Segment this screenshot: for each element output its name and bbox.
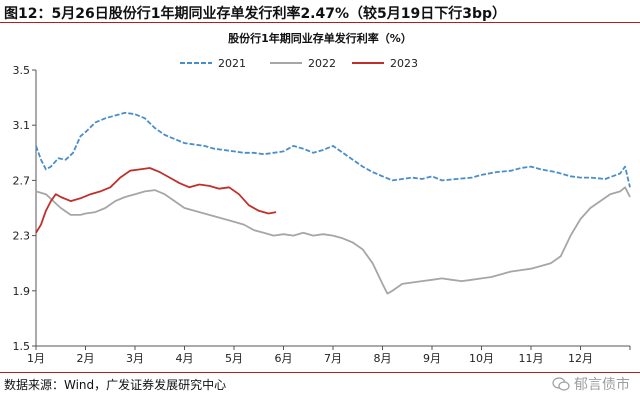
x-tick-label: 4月 [176,352,194,365]
y-tick-label: 2.7 [13,174,31,187]
legend-label-2023: 2023 [390,57,418,70]
x-tick-label: 6月 [275,352,293,365]
x-tick-label: 10月 [469,352,494,365]
series-line-2023 [35,167,277,234]
x-tick-label: 5月 [225,352,243,365]
x-tick-label: 8月 [374,352,392,365]
watermark-text: 郁言债市 [574,377,630,393]
x-tick-label: 2月 [77,352,95,365]
y-tick-label: 2.3 [13,230,31,243]
x-tick-label: 12月 [568,352,593,365]
series-line-2021 [35,111,631,188]
title-rule [0,22,640,23]
watermark: 郁言债市 [552,374,630,394]
wechat-icon [552,377,570,391]
legend-label-2022: 2022 [308,57,336,70]
source-rule [0,372,640,373]
x-tick-label: 3月 [126,352,144,365]
series-line-2022 [35,186,631,295]
x-tick-label: 11月 [519,352,544,365]
y-tick-label: 3.1 [13,119,31,132]
line-chart: 1.5 1.9 2.3 2.7 3.1 3.5 1月 2月 3月 4月 5月 6月 7月 8月 9月 10月 1… [13,57,631,365]
x-tick-label: 9月 [423,352,441,365]
y-tick-label: 3.5 [13,64,31,77]
x-tick-label: 7月 [324,352,342,365]
y-tick-label: 1.5 [13,340,31,353]
figure-title: 图12：5月26日股份行1年期同业存单发行利率2.47%（较5月19日下行3bp… [4,6,507,22]
source-note: 数据来源：Wind，广发证券发展研究中心 [4,378,227,392]
y-tick-label: 1.9 [13,285,31,298]
x-tick-label: 1月 [27,352,45,365]
legend-label-2021: 2021 [218,57,246,70]
chart-title: 股份行1年期同业存单发行利率（%） [228,32,412,45]
